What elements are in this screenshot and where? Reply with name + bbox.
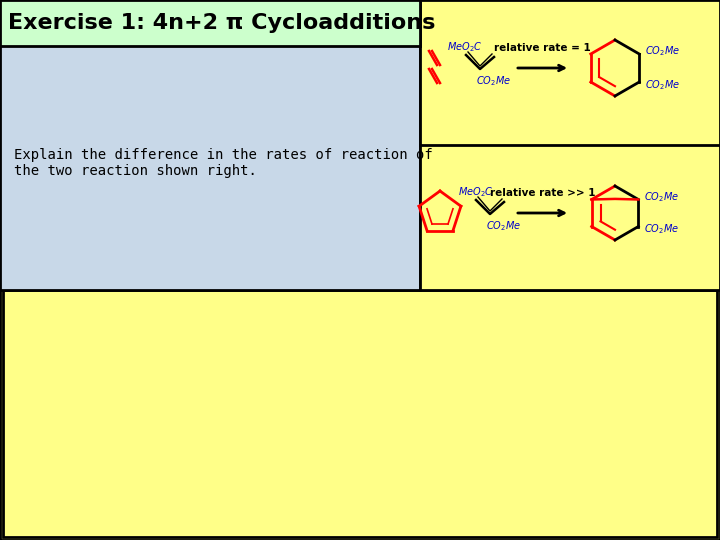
Bar [0,0,420,46]
Bar [0,0,420,290]
Text: MeO$_2$C: MeO$_2$C [447,40,482,54]
Text: CO$_2$Me: CO$_2$Me [645,78,680,92]
Text: CO$_2$Me: CO$_2$Me [645,44,680,58]
Text: MeO$_2$C: MeO$_2$C [458,185,494,199]
Text: CO$_2$Me: CO$_2$Me [486,219,521,233]
Text: CO$_2$Me: CO$_2$Me [644,190,679,204]
Text: relative rate = 1: relative rate = 1 [494,43,591,53]
Text: Exercise 1: 4n+2 π Cycloadditions: Exercise 1: 4n+2 π Cycloadditions [8,13,436,33]
Text: relative rate >> 1: relative rate >> 1 [490,188,595,198]
Text: CO$_2$Me: CO$_2$Me [644,222,679,236]
Bar [3,290,717,537]
Text: CO$_2$Me: CO$_2$Me [476,74,511,88]
Text: Explain the difference in the rates of reaction of
the two reaction shown right.: Explain the difference in the rates of r… [14,148,433,178]
Bar [420,0,720,290]
